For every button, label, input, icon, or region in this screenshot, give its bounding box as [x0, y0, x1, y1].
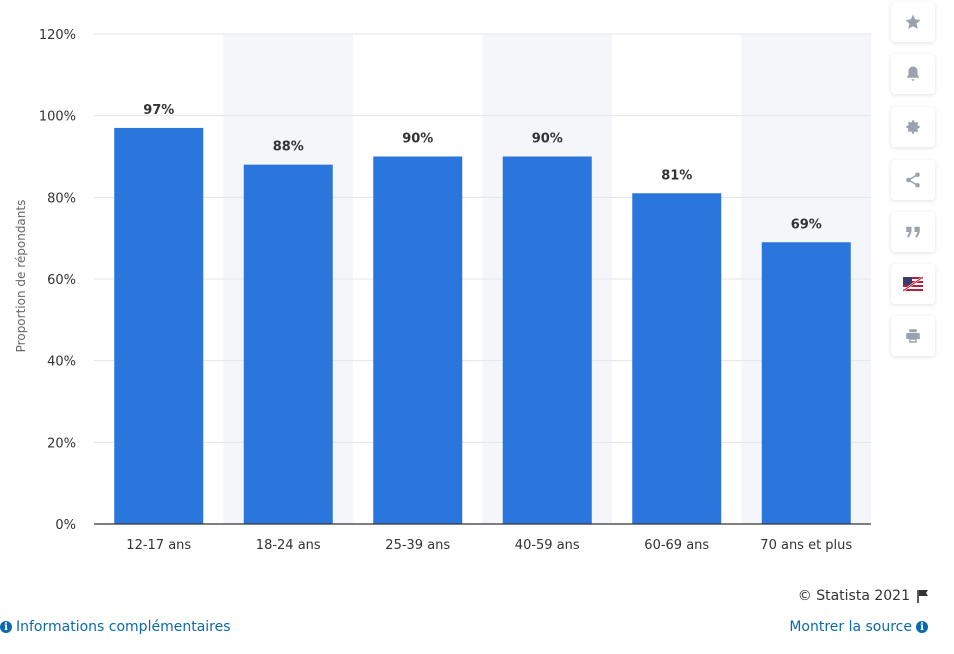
y-axis-label: Proportion de répondants: [14, 200, 28, 353]
alert-button[interactable]: [891, 54, 935, 94]
gear-icon: [906, 120, 920, 134]
quote-icon: [906, 226, 920, 238]
y-tick-label: 100%: [39, 110, 76, 125]
y-tick-label: 60%: [47, 273, 76, 288]
data-label: 90%: [532, 132, 563, 147]
more-info-label: Informations complémentaires: [16, 619, 231, 635]
cite-button[interactable]: [891, 212, 935, 252]
y-tick-label: 80%: [47, 191, 76, 206]
show-source-label: Montrer la source: [789, 619, 912, 635]
y-tick-label: 20%: [47, 436, 76, 451]
data-label: 88%: [273, 140, 304, 155]
y-tick-label: 40%: [47, 355, 76, 370]
data-label: 90%: [402, 132, 433, 147]
share-icon: [906, 172, 920, 188]
bar[interactable]: [243, 164, 333, 524]
bar[interactable]: [114, 127, 204, 525]
x-axis: 12-17 ans 18-24 ans 25-39 ans 40-59 ans 60-6…: [94, 523, 871, 553]
print-icon: [906, 329, 920, 343]
y-tick-label: 120%: [39, 28, 76, 43]
x-tick-label: 25-39 ans: [385, 538, 450, 553]
grid-lines: [94, 33, 871, 443]
data-labels: 97% 88% 90% 90% 81% 69%: [143, 103, 822, 232]
copyright-notice: © Statista 2021: [798, 588, 930, 604]
bar[interactable]: [502, 156, 592, 525]
info-icon: i: [0, 621, 12, 633]
language-button[interactable]: [891, 264, 935, 304]
x-tick-label: 60-69 ans: [644, 538, 709, 553]
share-button[interactable]: [891, 160, 935, 200]
info-icon: i: [916, 621, 928, 633]
print-button[interactable]: [891, 316, 935, 356]
copyright-text: © Statista 2021: [797, 588, 910, 604]
bar-chart: 97% 88% 90% 90% 81% 69% 12-17 ans 18-24 ans 25-…: [14, 28, 871, 553]
star-icon: [905, 14, 921, 29]
bars: [114, 127, 851, 525]
data-label: 97%: [143, 103, 174, 118]
bar[interactable]: [373, 156, 463, 525]
x-tick-label: 18-24 ans: [256, 538, 321, 553]
favorite-button[interactable]: [891, 2, 935, 42]
flag-icon: [903, 277, 923, 291]
x-tick-label: 70 ans et plus: [760, 538, 852, 553]
bar[interactable]: [632, 193, 722, 524]
settings-button[interactable]: [891, 107, 935, 147]
x-tick-label: 40-59 ans: [515, 538, 580, 553]
y-tick-label: 0%: [55, 518, 76, 533]
flag-report-icon[interactable]: [916, 589, 930, 603]
bell-icon: [907, 66, 919, 81]
data-label: 81%: [661, 168, 692, 183]
data-label: 69%: [791, 217, 822, 232]
bar[interactable]: [761, 242, 851, 524]
show-source-link[interactable]: Montrer la source i: [789, 619, 928, 635]
more-info-link[interactable]: i Informations complémentaires: [0, 619, 231, 635]
y-axis: 0% 20% 40% 60% 80% 100% 120%: [39, 28, 76, 533]
x-tick-label: 12-17 ans: [126, 538, 191, 553]
